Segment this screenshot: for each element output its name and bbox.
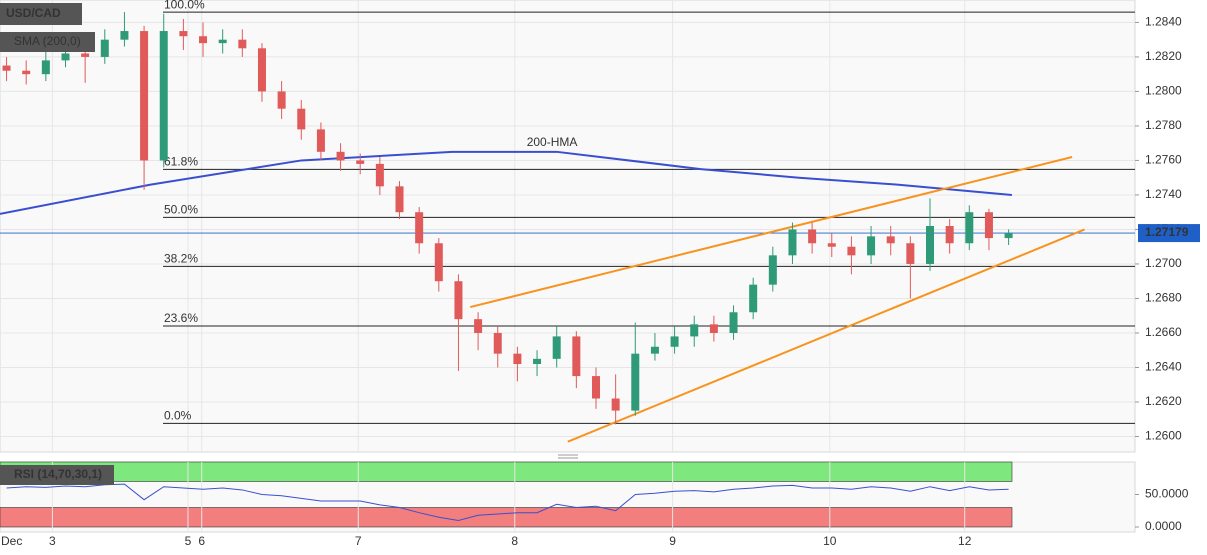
rsi-tick-label: 50.0000 [1145, 487, 1189, 501]
y-tick-label: 1.2600 [1145, 429, 1182, 443]
trend-line [470, 156, 1073, 309]
candle-body [827, 243, 836, 247]
y-tick-label: 1.2740 [1145, 187, 1182, 201]
x-tick-label: 9 [669, 534, 676, 548]
symbol-label: USD/CAD [6, 6, 61, 20]
rsi-title: RSI (14,70,30,1) [14, 467, 102, 481]
candle-body [709, 324, 718, 333]
y-tick-label: 1.2700 [1145, 256, 1182, 270]
last-price-box [1138, 224, 1200, 243]
candle-body [41, 60, 50, 75]
candle-body [100, 39, 109, 57]
x-tick-label: 10 [823, 534, 837, 548]
y-tick-label: 1.2760 [1145, 153, 1182, 167]
candle-body [749, 284, 758, 313]
rsi-tick-label: 0.0000 [1145, 519, 1182, 533]
candle-body [375, 163, 384, 187]
hma-line [0, 150, 1012, 215]
candle-body [493, 332, 502, 354]
x-tick-label: Dec [1, 534, 22, 548]
last-price-label: 1.27179 [1145, 225, 1189, 239]
candle-body [926, 226, 935, 264]
candle-body [611, 398, 620, 411]
candle-body [297, 108, 306, 130]
x-tick-label: 6 [198, 534, 205, 548]
y-tick-label: 1.2680 [1145, 291, 1182, 305]
rsi-oversold-band [0, 507, 1013, 528]
candle-body [886, 236, 895, 244]
x-tick-label: 3 [49, 534, 56, 548]
x-tick-label: 8 [511, 534, 518, 548]
candle-body [316, 129, 325, 152]
candle-body [670, 336, 679, 347]
candle-body [768, 255, 777, 285]
candle-body [454, 281, 463, 320]
candle-body [336, 151, 345, 161]
candle-body [552, 336, 561, 359]
candle-body [257, 48, 266, 92]
candle-body [415, 212, 424, 244]
candle-body [395, 186, 404, 213]
candle-body [1004, 233, 1013, 239]
indicator-box [0, 32, 95, 52]
hma-label: 200-HMA [527, 135, 578, 149]
candle-body [179, 31, 188, 37]
rsi-title-box [0, 465, 114, 485]
fib-label: 38.2% [164, 252, 198, 266]
candle-body [945, 226, 954, 244]
x-tick-label: 5 [185, 534, 192, 548]
x-tick-label: 12 [958, 534, 972, 548]
candle-body [120, 31, 129, 40]
candle-body [2, 65, 11, 71]
y-tick-label: 1.2660 [1145, 325, 1182, 339]
candle-body [591, 376, 600, 399]
candle-body [690, 324, 699, 337]
candle-body [533, 358, 542, 365]
candle-body [218, 39, 227, 44]
candle-body [788, 229, 797, 256]
y-tick-label: 1.2800 [1145, 84, 1182, 98]
candle-body [906, 243, 915, 264]
y-tick-label: 1.2780 [1145, 118, 1182, 132]
fib-label: 50.0% [164, 203, 198, 217]
y-tick-label: 1.2640 [1145, 360, 1182, 374]
candle-body [847, 246, 856, 256]
fib-label: 100.0% [164, 0, 205, 11]
candle-body [140, 31, 149, 161]
candle-body [984, 212, 993, 239]
candle-body [650, 346, 659, 354]
candle-body [356, 160, 365, 164]
candle-body [572, 336, 581, 377]
candle-body [513, 353, 522, 365]
y-tick-label: 1.2620 [1145, 394, 1182, 408]
x-tick-label: 7 [355, 534, 362, 548]
fib-label: 23.6% [164, 311, 198, 325]
candle-body [474, 319, 483, 333]
fib-label: 0.0% [164, 409, 192, 423]
candle-body [81, 53, 90, 57]
candle-body [238, 39, 247, 49]
candle-body [159, 31, 168, 161]
trend-line [567, 228, 1085, 443]
candle-body [61, 53, 70, 61]
candle-body [808, 229, 817, 244]
candle-body [22, 70, 31, 75]
candle-body [729, 312, 738, 333]
candle-body [867, 236, 876, 256]
indicator-label: SMA (200,0) [14, 34, 81, 48]
rsi-overbought-band [0, 461, 1013, 482]
y-tick-label: 1.2840 [1145, 15, 1182, 29]
rsi-line [6, 483, 1009, 522]
y-tick-label: 1.2820 [1145, 49, 1182, 63]
candle-body [631, 353, 640, 411]
candle-body [199, 36, 208, 44]
candle-body [277, 91, 286, 109]
candle-body [965, 212, 974, 244]
symbol-box [0, 3, 82, 25]
fib-label: 61.8% [164, 155, 198, 169]
candle-body [434, 243, 443, 282]
